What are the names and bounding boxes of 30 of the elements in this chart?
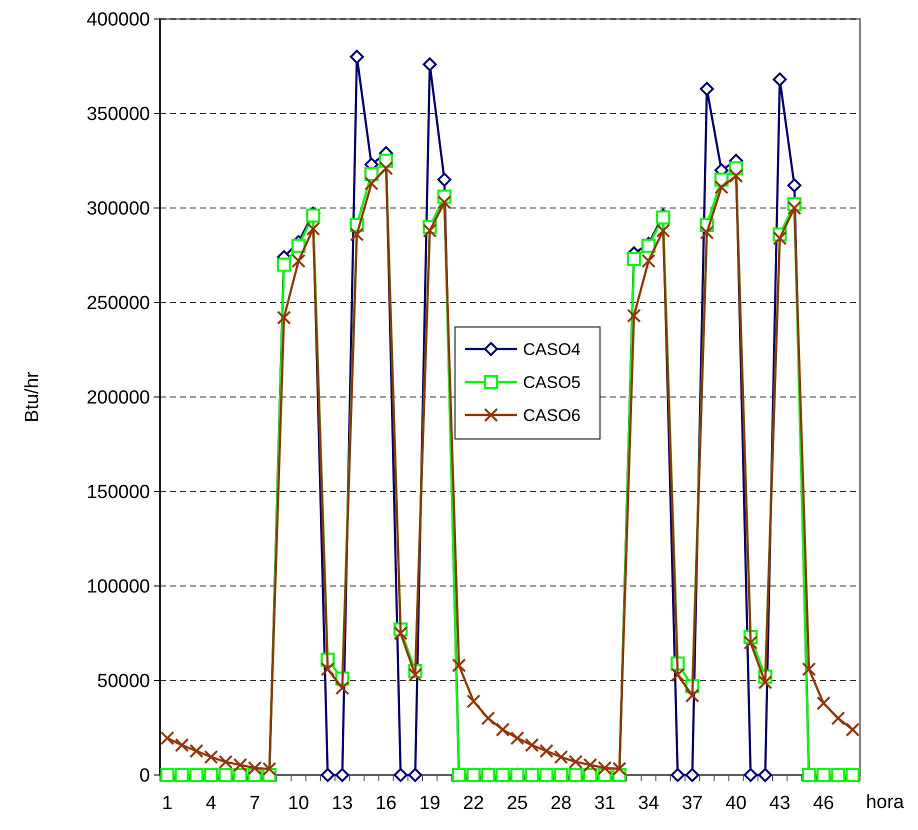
y-tick-label: 200000 xyxy=(86,388,150,409)
x-tick-label: 7 xyxy=(250,793,260,814)
y-axis-title: Btu/hr xyxy=(22,370,43,422)
legend-label: CASO6 xyxy=(523,406,581,425)
y-tick-label: 250000 xyxy=(86,293,150,314)
x-tick-label: 28 xyxy=(550,793,572,814)
x-tick-label: 19 xyxy=(419,793,440,814)
x-tick-label: 46 xyxy=(812,793,834,814)
y-tick-label: 100000 xyxy=(86,576,150,598)
legend-label: CASO5 xyxy=(523,372,581,392)
x-tick-label: 16 xyxy=(375,793,397,814)
y-tick-label: 350000 xyxy=(86,104,150,126)
y-tick-label: 400000 xyxy=(86,10,150,31)
x-tick-label: 40 xyxy=(725,793,747,814)
y-tick-label: 50000 xyxy=(97,671,150,692)
x-axis-title: hora xyxy=(866,792,904,813)
y-tick-label: 300000 xyxy=(86,198,150,220)
y-tick-label: 150000 xyxy=(86,482,150,504)
x-tick-label: 13 xyxy=(332,793,353,814)
x-tick-label: 1 xyxy=(162,793,173,814)
x-tick-label: 31 xyxy=(594,793,616,814)
x-tick-label: 22 xyxy=(462,793,484,814)
x-tick-label: 25 xyxy=(506,793,528,814)
x-tick-label: 34 xyxy=(638,793,660,814)
y-tick-label: 0 xyxy=(139,766,150,787)
x-tick-label: 4 xyxy=(206,793,217,814)
x-tick-label: 10 xyxy=(288,793,310,814)
x-tick-label: 37 xyxy=(682,793,703,814)
x-tick-label: 43 xyxy=(769,793,790,814)
legend-label: CASO4 xyxy=(523,340,581,359)
